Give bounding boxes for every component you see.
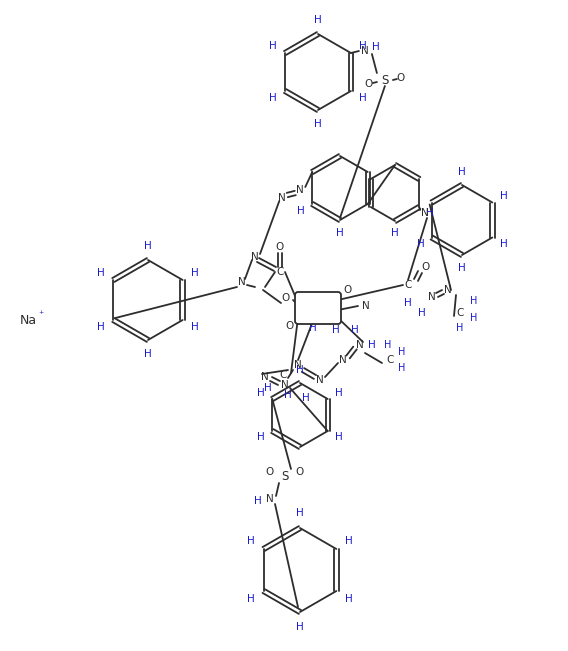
Text: H: H xyxy=(97,268,105,278)
Text: N: N xyxy=(362,301,370,311)
Text: H: H xyxy=(336,228,344,238)
Text: H: H xyxy=(500,239,507,249)
Text: H: H xyxy=(372,42,380,52)
Text: C: C xyxy=(386,355,394,365)
Text: N: N xyxy=(281,380,289,390)
Text: N: N xyxy=(421,208,429,218)
Text: O: O xyxy=(421,262,429,272)
Text: H: H xyxy=(359,93,367,103)
Text: H: H xyxy=(345,594,353,603)
Text: N: N xyxy=(444,285,452,295)
Text: H: H xyxy=(470,296,478,306)
Text: H: H xyxy=(269,41,277,51)
Text: H: H xyxy=(368,340,376,350)
Text: Na: Na xyxy=(20,314,37,327)
Text: H: H xyxy=(458,167,466,177)
Text: H: H xyxy=(426,208,433,218)
Text: H: H xyxy=(335,432,343,443)
Text: H: H xyxy=(191,268,199,278)
Text: H: H xyxy=(254,496,262,506)
Text: H: H xyxy=(296,508,304,518)
Text: O: O xyxy=(295,467,303,477)
Text: N: N xyxy=(296,185,304,195)
Text: N: N xyxy=(294,360,302,370)
Text: H: H xyxy=(416,239,424,249)
Text: H: H xyxy=(398,363,406,373)
Text: H: H xyxy=(264,383,272,393)
Text: H: H xyxy=(257,387,265,398)
Text: N: N xyxy=(261,372,269,382)
Text: H: H xyxy=(257,432,265,443)
Text: O: O xyxy=(397,73,405,83)
Text: H: H xyxy=(385,340,392,350)
Text: ⁺: ⁺ xyxy=(38,310,43,320)
Text: H: H xyxy=(302,393,310,403)
Text: N: N xyxy=(339,355,347,365)
Text: H: H xyxy=(297,206,305,215)
Text: H: H xyxy=(332,325,340,335)
Text: H: H xyxy=(470,313,478,323)
Text: H: H xyxy=(345,536,353,546)
Text: H: H xyxy=(309,323,317,333)
Text: H: H xyxy=(314,119,322,129)
Text: H: H xyxy=(391,228,399,238)
Text: H: H xyxy=(144,241,152,251)
Text: N: N xyxy=(356,340,364,350)
Text: C: C xyxy=(456,308,463,318)
Text: O: O xyxy=(365,79,373,89)
Text: S: S xyxy=(381,74,389,87)
Text: O: O xyxy=(344,285,352,295)
Text: H: H xyxy=(418,308,426,318)
Text: O: O xyxy=(276,242,284,252)
Text: N: N xyxy=(428,292,436,302)
Text: H: H xyxy=(500,191,507,201)
Text: H: H xyxy=(269,93,277,103)
Text: O: O xyxy=(282,293,290,303)
Text: H: H xyxy=(335,387,343,398)
Text: H: H xyxy=(314,15,322,25)
Text: H: H xyxy=(456,323,463,333)
Text: N: N xyxy=(278,193,286,203)
Text: C: C xyxy=(276,267,283,277)
Text: S: S xyxy=(281,471,289,484)
Text: H: H xyxy=(144,349,152,359)
Text: O: O xyxy=(265,467,273,477)
Text: H: H xyxy=(191,322,199,332)
Text: N: N xyxy=(266,494,274,504)
Text: H: H xyxy=(296,365,304,375)
Text: H: H xyxy=(398,347,406,357)
Text: C: C xyxy=(404,280,412,290)
Text: H: H xyxy=(247,594,254,603)
Text: H: H xyxy=(284,390,292,400)
Text: N: N xyxy=(361,46,369,56)
Text: H: H xyxy=(97,322,105,332)
Text: N: N xyxy=(238,277,246,287)
Text: H: H xyxy=(458,263,466,273)
Text: N: N xyxy=(316,375,324,385)
Text: O: O xyxy=(286,321,294,331)
Text: Abs: Abs xyxy=(307,301,329,314)
Text: H: H xyxy=(247,536,254,546)
Text: H: H xyxy=(351,325,359,335)
Text: H: H xyxy=(296,622,304,632)
Text: C: C xyxy=(279,370,287,380)
Text: H: H xyxy=(359,41,367,51)
Text: N: N xyxy=(251,252,259,262)
Text: H: H xyxy=(404,298,412,308)
FancyBboxPatch shape xyxy=(295,292,341,324)
